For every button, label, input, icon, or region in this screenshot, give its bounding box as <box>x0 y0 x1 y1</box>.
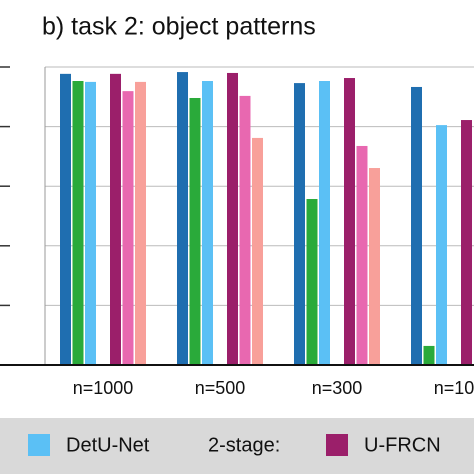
legend-label: U-FRCN <box>364 434 441 456</box>
bar <box>239 95 251 365</box>
bar <box>411 86 422 365</box>
bar <box>306 199 318 365</box>
x-tick-label: n=500 <box>195 378 246 398</box>
x-tick-label: n=10 <box>434 378 474 398</box>
bar <box>135 81 146 366</box>
bar <box>85 81 96 366</box>
bar <box>461 120 472 365</box>
legend-group-label: 2-stage: <box>208 434 280 456</box>
bar <box>189 97 201 365</box>
bar <box>72 81 84 366</box>
bar <box>344 78 355 365</box>
bar <box>369 168 380 365</box>
legend-swatch <box>326 434 348 456</box>
legend-swatch <box>28 434 50 456</box>
legend-label: DetU-Net <box>66 434 150 456</box>
bar <box>319 81 330 366</box>
bar <box>436 125 447 365</box>
bar <box>202 81 213 366</box>
bar <box>122 91 134 365</box>
x-tick-label: n=300 <box>312 378 363 398</box>
bar <box>110 73 121 365</box>
bar <box>356 145 368 365</box>
bar <box>294 83 305 365</box>
bar <box>227 72 238 366</box>
bar <box>177 72 188 365</box>
bar <box>252 137 263 365</box>
bar <box>60 73 71 365</box>
x-tick-label: n=1000 <box>73 378 134 398</box>
chart-title: b) task 2: object patterns <box>42 13 316 41</box>
bar <box>423 345 435 365</box>
legend-box <box>0 418 474 474</box>
